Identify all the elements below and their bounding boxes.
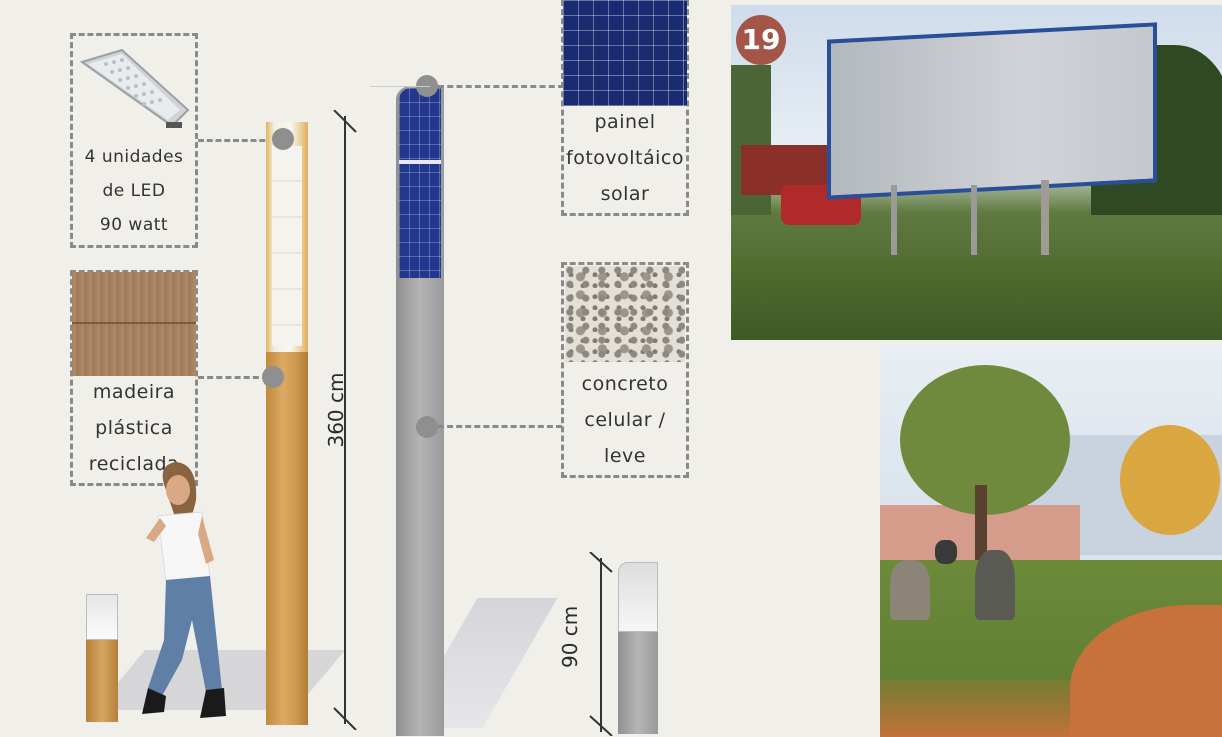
concrete-label-line-1: concreto — [581, 373, 669, 395]
tall-dimension-line — [333, 110, 357, 730]
led-connector-dot — [272, 128, 294, 150]
small-bollard — [86, 594, 118, 722]
concrete-texture-image — [565, 266, 685, 362]
led-material-box — [70, 33, 198, 248]
solar-panel-image — [563, 0, 687, 106]
wood-material-box — [70, 270, 198, 486]
concrete-material-box — [561, 262, 689, 478]
led-label-line-3: 90 watt — [99, 215, 169, 235]
short-concrete-bollard — [618, 562, 658, 734]
short-dimension-line — [589, 552, 613, 736]
solar-label: painel fotovoltáico solar — [563, 104, 687, 212]
concrete-connector-line — [438, 425, 562, 428]
wood-texture-image — [72, 272, 196, 376]
short-dimension-label: 90 cm — [558, 605, 582, 668]
wood-label: madeira plástica reciclada — [73, 374, 195, 482]
pole-top-line — [370, 86, 430, 87]
solar-strip — [399, 88, 441, 278]
wood-label-line-1: madeira — [92, 381, 176, 403]
wood-connector-line — [198, 376, 268, 379]
wood-label-line-2: plástica — [95, 417, 173, 439]
led-label-line-2: de LED — [102, 181, 166, 201]
billboard-photo — [731, 5, 1222, 340]
solar-material-box — [561, 0, 689, 216]
led-label-line-1: 4 unidades — [84, 147, 184, 167]
concrete-label-line-3: leve — [604, 445, 646, 467]
concrete-label: concreto celular / leve — [563, 366, 687, 474]
photo-number-badge: 19 — [736, 15, 786, 65]
wood-connector-dot — [262, 366, 284, 388]
led-lamp-image — [79, 48, 190, 128]
solar-label-line-2: fotovoltáico — [566, 147, 684, 169]
led-label: 4 unidades de LED 90 watt — [73, 140, 195, 242]
wood-label-line-3: reciclada — [88, 453, 180, 475]
concrete-connector-dot — [416, 416, 438, 438]
tall-wood-pole — [266, 122, 308, 725]
solar-label-line-3: solar — [600, 183, 650, 205]
led-connector-line — [198, 139, 274, 142]
tall-dimension-label: 360 cm — [324, 372, 348, 448]
solar-connector-line — [438, 85, 564, 88]
concrete-label-line-2: celular / — [584, 409, 666, 431]
solar-label-line-1: painel — [594, 111, 656, 133]
person-figure — [142, 462, 226, 718]
park-render-image — [880, 345, 1222, 737]
